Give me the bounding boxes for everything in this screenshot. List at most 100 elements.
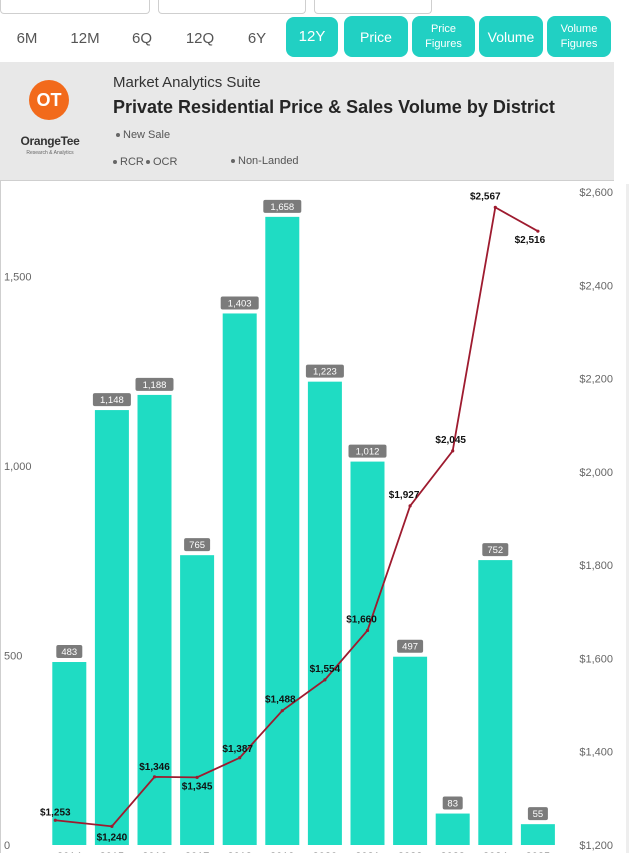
price-line: [55, 205, 539, 828]
mode-button-price[interactable]: Price: [344, 16, 408, 57]
mode-price-label: Price: [360, 28, 392, 45]
filter-slicer-3[interactable]: [314, 0, 432, 14]
volume-bar: [52, 662, 87, 845]
volume-bar: [520, 824, 555, 845]
right-axis-tick-label: $2,400: [579, 280, 613, 292]
report-header: OT OrangeTee Research & Analytics Market…: [0, 62, 614, 180]
right-axis-tick-label: $1,600: [579, 653, 613, 665]
price-point: [53, 818, 57, 822]
volume-data-label: 752: [487, 545, 503, 556]
period-button-6q[interactable]: 6Q: [131, 30, 152, 47]
x-axis-tick-label: 2023: [440, 851, 464, 853]
mode-button-price-figures[interactable]: Price Figures: [412, 16, 475, 57]
scrollbar-track[interactable]: [626, 184, 629, 853]
volume-label-box: [92, 393, 131, 407]
price-point: [195, 775, 199, 779]
price-data-label: $1,488: [265, 695, 296, 706]
left-axis-tick-label: 500: [4, 651, 22, 663]
price-point: [323, 678, 327, 682]
left-axis-tick-label: 1,500: [4, 272, 32, 284]
right-axis-tick-label: $2,000: [579, 467, 613, 479]
orangetee-logo-icon: OT: [29, 80, 69, 120]
filter-slicer-1[interactable]: [0, 0, 150, 14]
x-axis-tick-label: 2019: [270, 851, 294, 853]
period-button-6y[interactable]: 6Y: [247, 30, 267, 47]
volume-data-label: 765: [189, 540, 205, 551]
volume-bar: [94, 410, 129, 845]
volume-data-label: 55: [533, 809, 544, 820]
volume-label-box: [184, 538, 211, 552]
filter-tag-new-sale: New Sale: [116, 129, 170, 141]
filter-tag-ocr: OCR: [146, 156, 177, 168]
right-axis-tick-label: $1,200: [579, 840, 613, 852]
right-axis-tick-label: $2,600: [579, 187, 613, 199]
period-button-12y[interactable]: 12Y: [286, 17, 338, 57]
price-point: [493, 205, 497, 209]
period-button-6m[interactable]: 6M: [16, 30, 38, 47]
volume-label-box: [397, 639, 424, 653]
volume-label-box: [56, 645, 83, 659]
x-axis-tick-label: 2022: [398, 851, 422, 853]
price-data-label: $2,516: [515, 235, 546, 246]
page-title: Private Residential Price & Sales Volume…: [113, 97, 555, 117]
right-axis-tick-label: $2,200: [579, 374, 613, 386]
volume-bar: [307, 381, 342, 845]
x-axis-tick-label: 2014: [57, 851, 81, 853]
right-axis-tick-label: $1,400: [579, 747, 613, 759]
price-point: [365, 628, 370, 633]
volume-bar: [265, 216, 300, 845]
x-axis-tick-label: 2015: [100, 851, 124, 853]
left-axis-tick-label: 1,000: [4, 461, 32, 473]
logo-monogram: OT: [37, 90, 62, 110]
volume-label-box: [305, 364, 344, 378]
volume-data-label: 83: [447, 799, 458, 810]
price-point: [238, 756, 242, 760]
price-data-label: $2,045: [435, 435, 466, 446]
period-button-12m[interactable]: 12M: [70, 30, 100, 47]
volume-label-box: [527, 807, 548, 821]
filter-tag-rcr: RCR: [113, 156, 144, 168]
x-axis-tick-label: 2016: [142, 851, 166, 853]
x-axis-tick-label: 2021: [355, 851, 379, 853]
price-data-label: $1,387: [222, 744, 253, 755]
mode-button-volume[interactable]: Volume: [479, 16, 543, 57]
price-data-label: $1,240: [97, 832, 128, 843]
x-axis-tick-label: 2018: [227, 851, 251, 853]
price-data-label: $2,567: [470, 191, 501, 202]
period-button-12q[interactable]: 12Q: [185, 30, 215, 47]
mode-volume-label: Volume: [487, 28, 535, 45]
price-data-label: $1,253: [40, 807, 71, 818]
volume-bar: [350, 461, 385, 845]
top-filter-strip: [0, 0, 640, 16]
price-point: [280, 709, 284, 713]
price-data-label: $1,346: [139, 762, 170, 773]
volume-data-label: 483: [61, 647, 77, 658]
left-axis-tick-label: 0: [4, 840, 10, 852]
filter-tag-non-landed: Non-Landed: [231, 155, 299, 167]
x-axis-tick-label: 2025: [526, 851, 550, 853]
volume-data-label: 1,223: [313, 367, 337, 378]
volume-data-label: 1,012: [356, 447, 380, 458]
logo-tagline: Research & Analytics: [26, 150, 74, 156]
price-point: [152, 775, 157, 779]
volume-bar: [393, 656, 428, 845]
logo-name: OrangeTee: [20, 134, 80, 148]
volume-bar: [180, 555, 215, 845]
mode-price-figures-label: Price Figures: [425, 22, 462, 50]
mode-volume-figures-label: Volume Figures: [560, 22, 598, 50]
filter-slicer-2[interactable]: [158, 0, 306, 14]
price-volume-chart: 0 500 1,000 1,500 $1,200 $1,400 $1,600 $1,800 $2…: [4, 187, 613, 853]
price-point: [536, 229, 540, 233]
price-point: [110, 824, 114, 828]
mode-button-volume-figures[interactable]: Volume Figures: [547, 16, 611, 57]
volume-label-box: [482, 543, 509, 557]
right-axis-tick-label: $1,800: [579, 560, 613, 572]
volume-bar: [478, 560, 513, 845]
volume-label-box: [135, 377, 174, 391]
x-axis-tick-label: 2017: [185, 851, 209, 853]
x-axis-tick-label: 2024: [483, 851, 507, 853]
volume-data-label: 1,658: [270, 202, 294, 213]
volume-data-label: 1,148: [100, 395, 124, 406]
price-point: [451, 449, 455, 453]
volume-label-box: [348, 444, 387, 458]
